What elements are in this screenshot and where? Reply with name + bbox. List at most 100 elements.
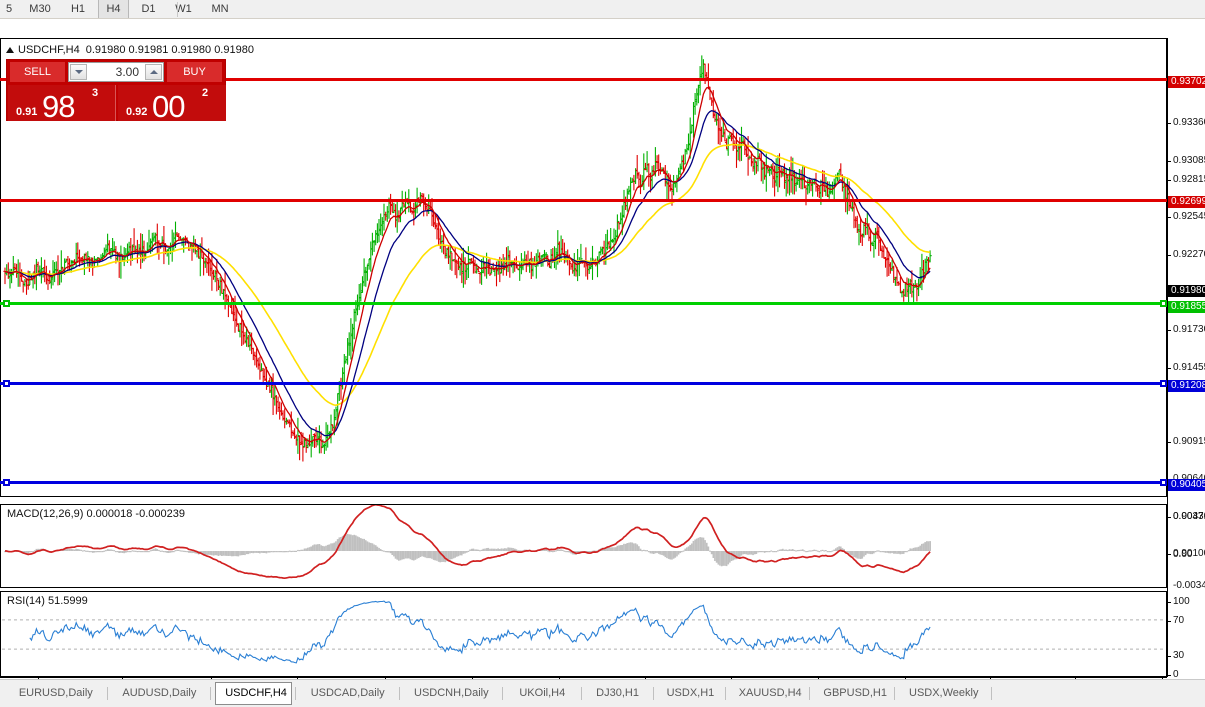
chart-tab-xauusd-h4[interactable]: XAUUSD,H4 (738, 687, 802, 699)
sell-price-prefix: 0.91 (16, 106, 38, 118)
timeframe-button-h4[interactable]: H4 (98, 0, 129, 18)
level-handle-support-lower[interactable] (3, 479, 10, 486)
level-line-support-lower[interactable] (0, 481, 1167, 484)
tab-separator (106, 687, 108, 700)
buy-price-fraction: 2 (202, 87, 209, 99)
price-tick (1167, 517, 1171, 518)
chart-tab-dj30-h1[interactable]: DJ30,H1 (596, 687, 639, 699)
chart-tab-usdx-h1[interactable]: USDX,H1 (666, 687, 715, 699)
timeframe-button-w1[interactable]: W1 (175, 3, 192, 15)
timeframe-button-5[interactable]: 5 (5, 3, 13, 15)
price-tick (1167, 442, 1171, 443)
buy-price-prefix: 0.92 (126, 106, 148, 118)
chart-tab-usdcad-daily[interactable]: USDCAD,Daily (310, 687, 385, 699)
chart-tab-usdcnh-daily[interactable]: USDCNH,Daily (414, 687, 489, 699)
price-tick-label: 0.91455 (1173, 362, 1205, 373)
timeframe-button-h1[interactable]: H1 (70, 3, 86, 15)
chart-symbol: USDCHF,H4 (18, 44, 80, 56)
tab-separator (580, 687, 582, 700)
price-tick-label: 0.93085 (1173, 155, 1205, 166)
timeframe-toolbar: 5 M30 H1 H4 D1 W1 MN (0, 0, 1205, 19)
timeframe-button-m30[interactable]: M30 (29, 3, 51, 15)
level-line-current-level[interactable] (0, 302, 1167, 305)
buy-price-main: 00 (152, 89, 185, 121)
price-tag-red[interactable]: 0.93702 (1168, 76, 1205, 88)
tab-separator (294, 687, 296, 700)
price-tag-red[interactable]: 0.92699 (1168, 196, 1205, 208)
price-tick (1167, 180, 1171, 181)
price-scale[interactable]: 0.936300.933600.930850.928150.925450.922… (1167, 38, 1205, 680)
tab-separator (398, 687, 400, 700)
rsi-scale-label: 0 (1173, 669, 1179, 680)
macd-scale-label: 0.00 (1173, 549, 1193, 560)
tab-separator (210, 687, 212, 700)
macd-pane[interactable]: MACD(12,26,9) 0.000018 -0.000239 (0, 504, 1167, 588)
sell-price-quote[interactable]: 0.91 98 3 (8, 85, 116, 121)
chart-area: MACD(12,26,9) 0.000018 -0.000239 RSI(14)… (0, 19, 1205, 692)
sell-price-main: 98 (42, 89, 75, 121)
rsi-tick (1167, 675, 1171, 676)
level-line-resistance-mid[interactable] (0, 199, 1167, 202)
time-axis-line (0, 677, 1167, 678)
tab-separator (652, 687, 654, 700)
collapse-triangle-icon[interactable] (6, 47, 14, 54)
chevron-down-icon (74, 70, 83, 74)
timeframe-button-d1[interactable]: D1 (141, 3, 156, 15)
one-click-trading-panel[interactable]: SELL 3.00 BUY 0.91 98 3 0.92 00 2 (6, 59, 226, 121)
rsi-tick (1167, 602, 1171, 603)
toolbar-divider (177, 2, 178, 17)
rsi-scale-label: 70 (1173, 615, 1185, 626)
chevron-up-icon (149, 70, 158, 74)
macd-scale-label: 0.00431 (1173, 511, 1205, 522)
chart-tab-bar: EURUSD,Daily AUDUSD,Daily USDCHF,H4 USDCAD,… (0, 679, 1205, 707)
price-tick-label: 0.90640 (1173, 474, 1205, 484)
price-tick-label: 0.90915 (1173, 436, 1205, 447)
price-tick (1167, 330, 1171, 331)
price-tag-blue[interactable]: 0.91208 (1168, 380, 1205, 392)
price-tag-green[interactable]: 0.91855 (1168, 301, 1205, 313)
macd-label: MACD(12,26,9) 0.000018 -0.000239 (6, 508, 186, 520)
volume-decrement-button[interactable] (70, 64, 87, 80)
chart-tab-usdchf-h4[interactable]: USDCHF,H4 (215, 682, 292, 705)
sell-price-fraction: 3 (92, 87, 99, 99)
price-tick (1167, 554, 1171, 555)
price-axis-line (1167, 38, 1168, 677)
chart-tab-usdx-weekly[interactable]: USDX,Weekly (909, 687, 979, 699)
price-tick (1167, 161, 1171, 162)
level-handle-current-level[interactable] (3, 300, 10, 307)
rsi-scale-label: 100 (1173, 596, 1190, 607)
level-handle-support-lower[interactable] (1160, 479, 1167, 486)
volume-input[interactable]: 3.00 (115, 65, 139, 79)
chart-tab-audusd-daily[interactable]: AUDUSD,Daily (122, 687, 197, 699)
level-handle-support-mid[interactable] (1160, 380, 1167, 387)
volume-increment-button[interactable] (145, 64, 162, 80)
level-handle-current-level[interactable] (1160, 300, 1167, 307)
level-line-resistance-upper[interactable] (0, 78, 1167, 81)
sell-button[interactable]: SELL (10, 62, 65, 82)
chart-title: USDCHF,H4 0.91980 0.91981 0.91980 0.91980 (6, 44, 254, 56)
chart-tab-ukoil-h4[interactable]: UKOil,H4 (519, 687, 566, 699)
level-line-support-mid[interactable] (0, 382, 1167, 385)
chart-tab-eurusd-daily[interactable]: EURUSD,Daily (18, 687, 93, 699)
rsi-pane[interactable]: RSI(14) 51.5999 (0, 591, 1167, 677)
moving-average-fast (5, 86, 931, 444)
tab-separator (724, 687, 726, 700)
volume-stepper[interactable]: 3.00 (68, 62, 164, 82)
buy-price-quote[interactable]: 0.92 00 2 (118, 85, 226, 121)
macd-histogram (4, 533, 931, 567)
buy-button[interactable]: BUY (167, 62, 222, 82)
price-tag-blue[interactable]: 0.90405 (1168, 479, 1205, 491)
price-tick (1167, 368, 1171, 369)
level-handle-support-mid[interactable] (3, 380, 10, 387)
price-tick (1167, 217, 1171, 218)
timeframe-button-mn[interactable]: MN (211, 3, 229, 15)
price-tick (1167, 123, 1171, 124)
oct-controls-row: SELL 3.00 BUY (7, 60, 225, 84)
rsi-tick (1167, 621, 1171, 622)
price-tag-black[interactable]: 0.91980 (1168, 285, 1205, 297)
chart-tab-gbpusd-h1[interactable]: GBPUSD,H1 (823, 687, 887, 699)
